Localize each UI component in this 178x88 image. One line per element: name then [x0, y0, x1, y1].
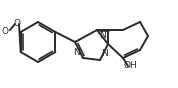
Text: N: N: [99, 31, 106, 40]
Text: N: N: [73, 48, 80, 57]
Text: O: O: [14, 18, 20, 27]
Text: OH: OH: [123, 61, 137, 70]
Text: N: N: [101, 49, 108, 58]
Text: O: O: [1, 26, 8, 35]
